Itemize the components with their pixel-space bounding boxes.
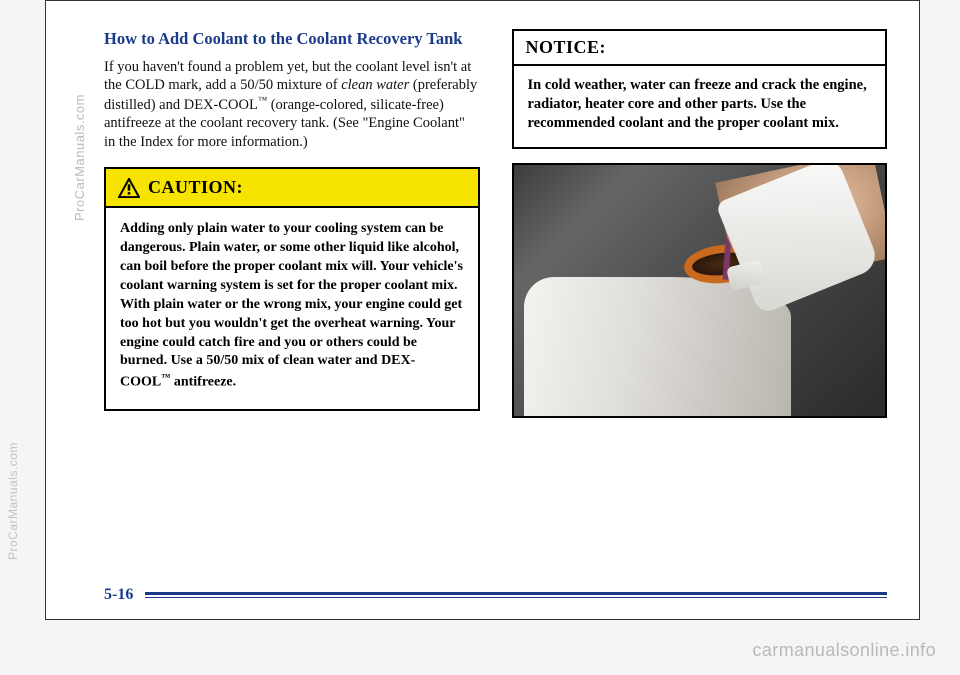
caution-body: Adding only plain water to your cooling … bbox=[106, 208, 478, 409]
caution-title: CAUTION: bbox=[148, 177, 243, 198]
right-column: NOTICE: In cold weather, water can freez… bbox=[512, 29, 888, 576]
intro-paragraph: If you haven't found a problem yet, but … bbox=[104, 58, 480, 152]
caution-header: CAUTION: bbox=[106, 169, 478, 208]
left-column: How to Add Coolant to the Coolant Recove… bbox=[104, 29, 480, 576]
caution-body-b: antifreeze. bbox=[170, 375, 236, 390]
side-watermark-outer: ProCarManuals.com bbox=[6, 442, 20, 560]
coolant-tank-shape bbox=[524, 277, 791, 415]
intro-italic: clean water bbox=[341, 77, 409, 93]
footer-rule-thin bbox=[145, 597, 887, 598]
manual-page: How to Add Coolant to the Coolant Recove… bbox=[45, 0, 920, 620]
notice-title: NOTICE: bbox=[526, 37, 607, 57]
page-number: 5-16 bbox=[104, 586, 133, 604]
warning-triangle-icon bbox=[118, 178, 140, 198]
caution-box: CAUTION: Adding only plain water to your… bbox=[104, 167, 480, 411]
side-watermark: ProCarManuals.com bbox=[72, 94, 87, 221]
notice-header: NOTICE: bbox=[514, 31, 886, 66]
section-heading: How to Add Coolant to the Coolant Recove… bbox=[104, 29, 480, 50]
page-footer: 5-16 bbox=[104, 586, 887, 604]
footer-rule-thick bbox=[145, 592, 887, 595]
bottom-watermark: carmanualsonline.info bbox=[752, 640, 936, 661]
notice-box: NOTICE: In cold weather, water can freez… bbox=[512, 29, 888, 149]
trademark-symbol: ™ bbox=[258, 96, 267, 106]
two-column-layout: How to Add Coolant to the Coolant Recove… bbox=[104, 29, 887, 576]
caution-body-a: Adding only plain water to your cooling … bbox=[120, 221, 463, 390]
trademark-symbol: ™ bbox=[161, 372, 170, 382]
footer-rule bbox=[145, 592, 887, 598]
notice-body: In cold weather, water can freeze and cr… bbox=[514, 66, 886, 147]
coolant-pouring-photo bbox=[512, 163, 888, 418]
